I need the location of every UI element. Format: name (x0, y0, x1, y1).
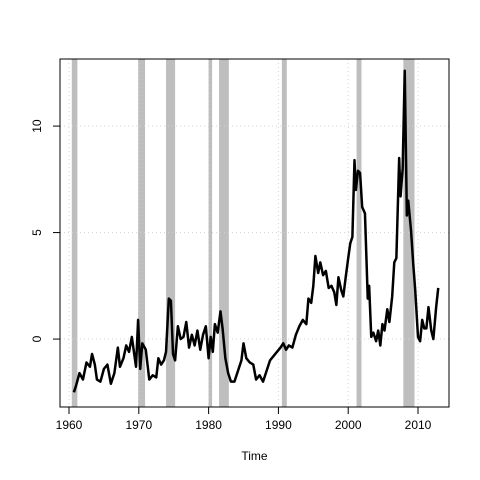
plot-frame (59, 58, 450, 408)
y-tick-label: 0 (30, 335, 44, 342)
shaded-period (208, 59, 213, 407)
x-axis-label: Time (241, 449, 268, 463)
shaded-period (166, 59, 176, 407)
x-tick-label: 1970 (125, 418, 152, 432)
shaded-period (71, 59, 78, 407)
shaded-period (356, 59, 362, 407)
x-tick-label: 2010 (405, 418, 432, 432)
x-tick-label: 1960 (56, 418, 83, 432)
x-tick-label: 1990 (265, 418, 292, 432)
x-tick-label: 1980 (195, 418, 222, 432)
y-tick-label: 5 (30, 229, 44, 236)
shaded-period (219, 59, 229, 407)
shaded-period (138, 59, 146, 407)
x-tick-label: 2000 (335, 418, 362, 432)
y-tick-label: 10 (30, 119, 44, 133)
line (72, 69, 440, 393)
